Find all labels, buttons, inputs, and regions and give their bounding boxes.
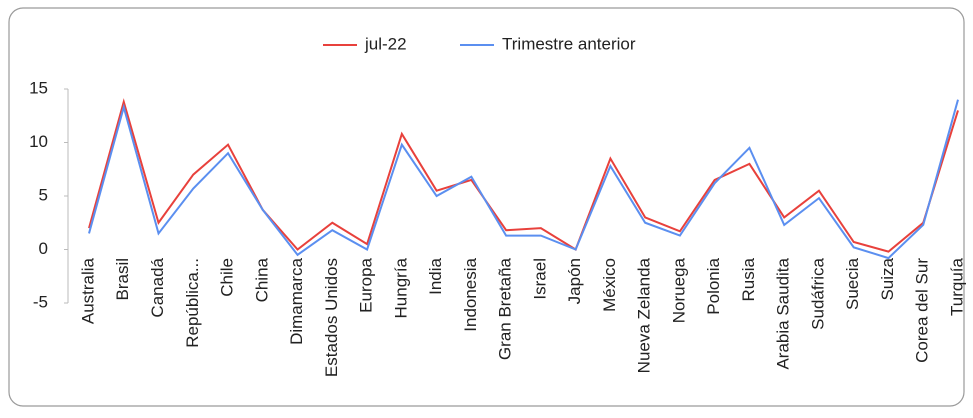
x-tick-label: India xyxy=(426,257,445,294)
legend-label: Trimestre anterior xyxy=(502,34,636,53)
x-tick-label: Hungría xyxy=(391,257,410,318)
x-tick-label: Gran Bretaña xyxy=(496,257,515,360)
y-tick-label: -5 xyxy=(33,292,48,311)
x-tick-label: Sudáfrica xyxy=(808,257,827,329)
series-line xyxy=(88,98,959,253)
x-tick-label: Canadá xyxy=(148,257,167,317)
x-tick-label: Suiza xyxy=(878,257,897,300)
x-tick-label: Suecia xyxy=(843,257,862,310)
x-tick-label: Chile xyxy=(218,258,237,297)
y-tick-label: 10 xyxy=(29,132,48,151)
x-tick-label: Arabia Saudita xyxy=(774,257,793,369)
x-tick-label: Noruega xyxy=(669,257,688,323)
x-tick-label: Europa xyxy=(357,257,376,312)
x-tick-label: Australia xyxy=(78,257,97,324)
x-tick-label: Brasil xyxy=(113,258,132,301)
y-tick-label: 5 xyxy=(39,185,48,204)
legend-label: jul-22 xyxy=(364,34,407,53)
x-tick-label: Dimamarca xyxy=(287,257,306,344)
x-tick-label: República... xyxy=(183,258,202,348)
y-tick-label: 15 xyxy=(29,78,48,97)
x-tick-label: Israel xyxy=(530,258,549,300)
x-tick-label: Nueva Zelanda xyxy=(635,257,654,373)
x-tick-label: Polonia xyxy=(704,257,723,314)
x-tick-label: México xyxy=(600,258,619,312)
x-tick-label: Turquía xyxy=(947,257,966,316)
x-tick-label: Indonesia xyxy=(461,257,480,331)
x-tick-label: Estados Unidos xyxy=(322,258,341,377)
x-tick-label: Japón xyxy=(565,258,584,304)
chart-frame xyxy=(8,7,965,407)
x-tick-label: China xyxy=(252,257,271,302)
x-tick-label: Rusia xyxy=(739,257,758,301)
series-line xyxy=(88,99,959,260)
y-tick-label: 0 xyxy=(39,239,48,258)
x-tick-label: Corea del Sur xyxy=(913,258,932,363)
